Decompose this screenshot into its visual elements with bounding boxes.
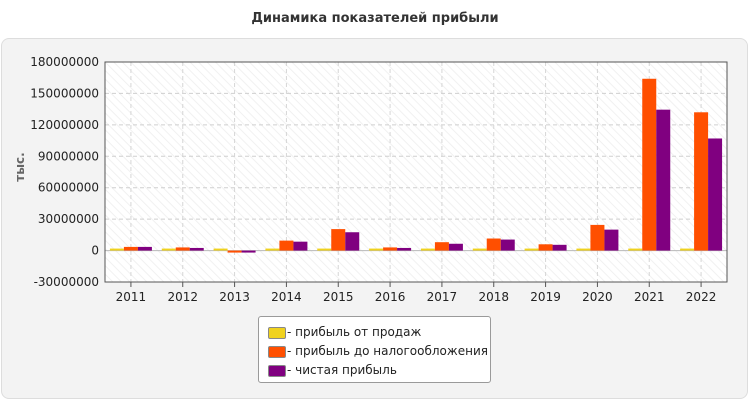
y-tick-label: 90000000 <box>38 149 99 163</box>
bar-2017-s1 <box>434 242 449 251</box>
bar-2016-s2 <box>397 247 412 251</box>
y-axis-label: тыс. <box>13 152 27 181</box>
plot-area <box>105 62 727 282</box>
bar-2021-s1 <box>642 78 657 251</box>
legend-swatch <box>268 365 286 377</box>
bar-2022-s2 <box>708 138 723 251</box>
legend-label: - прибыль до налогообложения <box>287 344 488 358</box>
x-tick-label: 2014 <box>271 290 302 304</box>
bar-2019-s2 <box>552 244 567 251</box>
bar-2011-s2 <box>137 246 152 251</box>
bar-2014-s0 <box>265 248 280 251</box>
x-tick-label: 2013 <box>219 290 250 304</box>
bar-2012-s2 <box>189 247 204 251</box>
bar-2022-s0 <box>680 248 695 251</box>
y-tick-label: 120000000 <box>30 118 99 132</box>
legend: - прибыль от продаж - прибыль до налогоо… <box>258 316 491 383</box>
bars <box>109 78 723 253</box>
x-tick-label: 2021 <box>634 290 665 304</box>
chart-title: Динамика показателей прибыли <box>251 11 499 26</box>
bar-2013-s2 <box>241 250 256 253</box>
bar-2020-s0 <box>576 248 591 251</box>
legend-item-pretax-profit: - прибыль до налогообложения <box>259 342 490 361</box>
bar-2014-s2 <box>293 241 308 251</box>
legend-label: - чистая прибыль <box>287 363 397 377</box>
x-tick-label: 2011 <box>116 290 147 304</box>
bar-2013-s0 <box>213 248 228 251</box>
bar-2011-s0 <box>109 248 124 251</box>
bar-2017-s2 <box>448 243 463 251</box>
tick-labels: 180000000 150000000 120000000 90000000 60000… <box>30 55 716 304</box>
bar-2022-s1 <box>694 112 709 251</box>
axes <box>104 61 728 287</box>
y-tick-label: 0 <box>91 244 99 258</box>
x-tick-label: 2020 <box>582 290 613 304</box>
x-tick-label: 2019 <box>530 290 561 304</box>
bar-2013-s1 <box>227 250 242 253</box>
bar-2016-s0 <box>369 248 384 251</box>
bar-2017-s0 <box>420 248 435 251</box>
bar-2015-s0 <box>317 248 332 251</box>
bar-2014-s1 <box>279 240 294 251</box>
legend-item-sales-profit: - прибыль от продаж <box>259 323 490 342</box>
plot-frame <box>104 61 728 283</box>
legend-swatch <box>268 327 286 339</box>
x-tick-label: 2012 <box>167 290 198 304</box>
bar-2018-s1 <box>486 238 501 251</box>
bar-2016-s1 <box>383 247 398 251</box>
bar-2018-s2 <box>500 239 515 251</box>
bar-2011-s1 <box>123 246 138 251</box>
bar-2019-s1 <box>538 244 553 251</box>
legend-swatch <box>268 346 286 358</box>
x-tick-label: 2022 <box>686 290 717 304</box>
y-tick-label: 150000000 <box>30 86 99 100</box>
y-tick-label: 60000000 <box>38 181 99 195</box>
bar-2012-s0 <box>161 248 176 251</box>
y-tick-label: -30000000 <box>34 275 99 289</box>
bar-2020-s1 <box>590 224 605 251</box>
bar-2020-s2 <box>604 229 619 251</box>
x-tick-label: 2017 <box>427 290 458 304</box>
bar-2021-s0 <box>628 248 643 251</box>
legend-item-net-profit: - чистая прибыль <box>259 361 490 380</box>
legend-label: - прибыль от продаж <box>287 325 422 339</box>
bar-2021-s2 <box>656 109 671 251</box>
x-tick-label: 2016 <box>375 290 406 304</box>
x-tick-label: 2018 <box>478 290 509 304</box>
bar-2015-s1 <box>331 229 346 251</box>
bar-2012-s1 <box>175 247 190 251</box>
bar-2015-s2 <box>345 232 360 251</box>
bar-2019-s0 <box>524 248 539 251</box>
y-tick-label: 180000000 <box>30 55 99 69</box>
y-tick-label: 30000000 <box>38 212 99 226</box>
x-tick-label: 2015 <box>323 290 354 304</box>
bar-2018-s0 <box>472 248 487 251</box>
